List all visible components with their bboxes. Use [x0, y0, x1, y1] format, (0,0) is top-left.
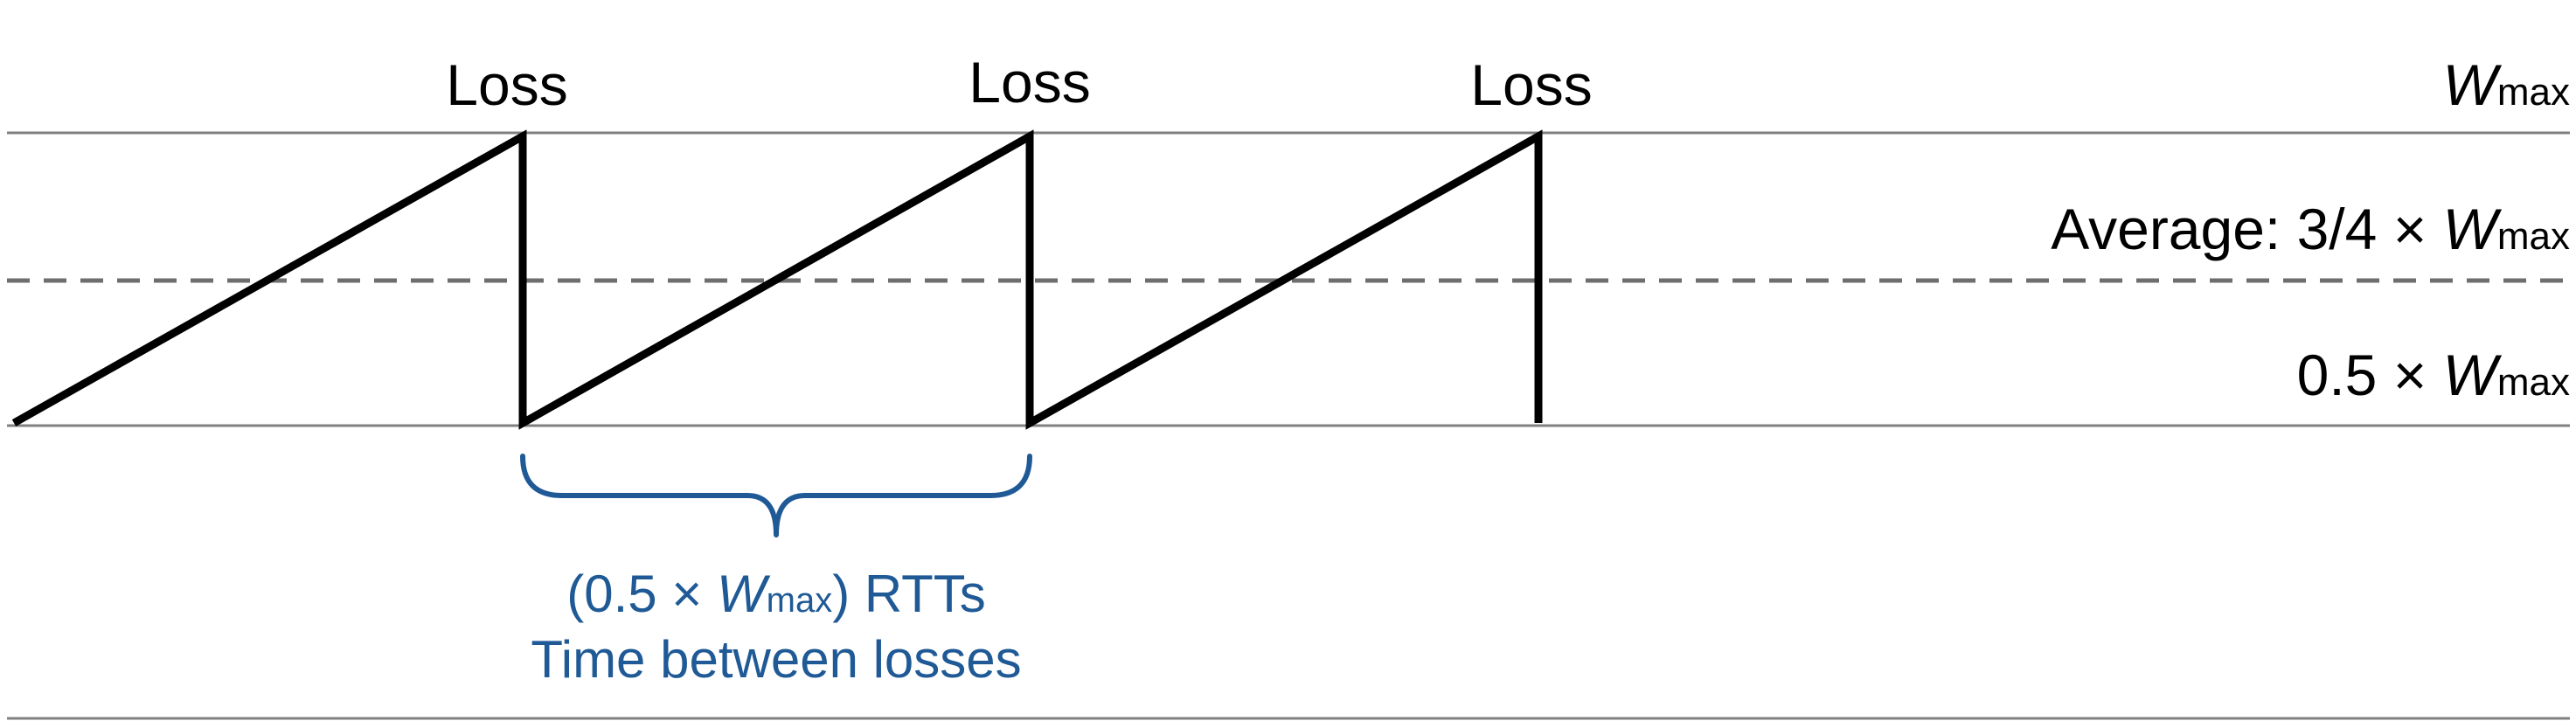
average-label: Average: 3/4 × Wmax: [2051, 197, 2570, 261]
period-brace: [520, 454, 1032, 537]
brace-caption-rtts: (0.5 × Wmax) RTTs: [566, 565, 986, 623]
loss-label-1: Loss: [446, 52, 567, 117]
loss-label-3: Loss: [1470, 52, 1592, 117]
half-wmax-label: 0.5 × Wmax: [2297, 343, 2570, 407]
sawtooth-window: [11, 129, 1543, 430]
loss-label-2: Loss: [969, 50, 1090, 114]
wmax-label: Wmax: [2443, 52, 2570, 117]
brace-caption-time: Time between losses: [531, 630, 1021, 689]
